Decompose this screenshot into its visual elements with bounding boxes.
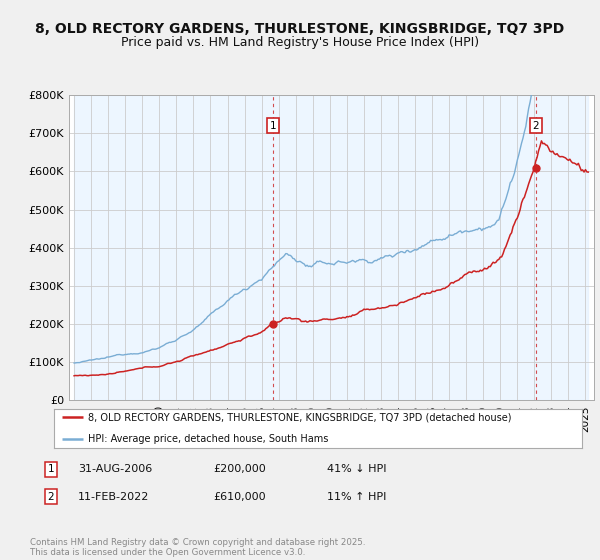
Text: 2: 2 <box>47 492 55 502</box>
Text: Contains HM Land Registry data © Crown copyright and database right 2025.
This d: Contains HM Land Registry data © Crown c… <box>30 538 365 557</box>
Text: 41% ↓ HPI: 41% ↓ HPI <box>327 464 386 474</box>
Text: Price paid vs. HM Land Registry's House Price Index (HPI): Price paid vs. HM Land Registry's House … <box>121 36 479 49</box>
Text: 1: 1 <box>47 464 55 474</box>
Text: 8, OLD RECTORY GARDENS, THURLESTONE, KINGSBRIDGE, TQ7 3PD: 8, OLD RECTORY GARDENS, THURLESTONE, KIN… <box>35 22 565 36</box>
Text: 11-FEB-2022: 11-FEB-2022 <box>78 492 149 502</box>
Text: 31-AUG-2006: 31-AUG-2006 <box>78 464 152 474</box>
Text: 11% ↑ HPI: 11% ↑ HPI <box>327 492 386 502</box>
Text: 8, OLD RECTORY GARDENS, THURLESTONE, KINGSBRIDGE, TQ7 3PD (detached house): 8, OLD RECTORY GARDENS, THURLESTONE, KIN… <box>88 412 512 422</box>
Text: 2: 2 <box>532 121 539 130</box>
Text: HPI: Average price, detached house, South Hams: HPI: Average price, detached house, Sout… <box>88 433 329 444</box>
Text: 1: 1 <box>269 121 276 130</box>
Text: £200,000: £200,000 <box>213 464 266 474</box>
Text: £610,000: £610,000 <box>213 492 266 502</box>
